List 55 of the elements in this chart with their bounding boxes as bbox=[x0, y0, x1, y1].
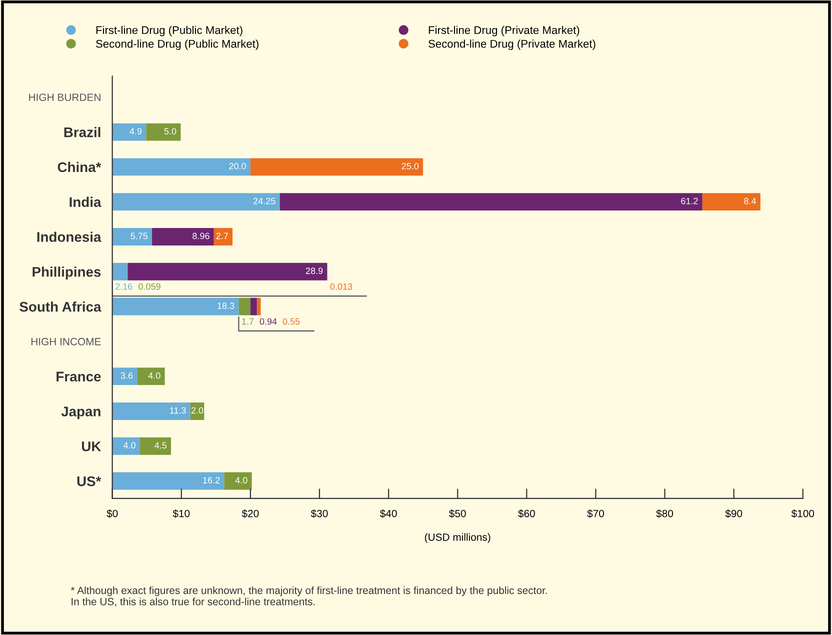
data-label: 11.3 bbox=[170, 407, 186, 414]
y-tick-label: China* bbox=[58, 162, 102, 172]
x-tick-label: $50 bbox=[449, 509, 466, 518]
x-tick-label: $90 bbox=[725, 509, 742, 518]
data-label: 4.9 bbox=[130, 128, 142, 134]
data-label: 1.7 bbox=[242, 318, 254, 325]
data-label: 8.4 bbox=[744, 198, 756, 204]
data-label: 4.0 bbox=[148, 372, 160, 379]
data-label: 2.7 bbox=[216, 232, 228, 240]
data-label: 5.75 bbox=[130, 232, 148, 240]
y-tick-label: UK bbox=[82, 442, 102, 452]
y-tick-label: Phillipines bbox=[32, 266, 101, 280]
y-tick-label: India bbox=[70, 196, 102, 208]
data-label: 4.0 bbox=[235, 477, 248, 484]
legend-label: Second-line Drug (Public Market) bbox=[96, 40, 258, 50]
data-label: 16.2 bbox=[203, 477, 220, 484]
legend-label: First-line Drug (Private Market) bbox=[428, 26, 580, 36]
data-label: 5.0 bbox=[164, 128, 176, 134]
x-tick-label: $100 bbox=[791, 509, 814, 518]
legend-label: First-line Drug (Public Market) bbox=[96, 26, 242, 36]
data-label: 4.0 bbox=[123, 442, 136, 449]
data-label: 24.25 bbox=[254, 198, 276, 204]
data-label: 0.55 bbox=[282, 318, 300, 325]
x-tick-label: $70 bbox=[587, 509, 604, 518]
y-tick-label: HIGH BURDEN bbox=[29, 94, 100, 102]
x-tick-label: $40 bbox=[380, 509, 397, 518]
y-tick-label: Brazil bbox=[64, 127, 100, 138]
x-tick-label: $10 bbox=[172, 509, 190, 518]
y-tick-label: France bbox=[56, 372, 101, 382]
data-label: 0.013 bbox=[330, 283, 352, 290]
legend-label: Second-line Drug (Private Market) bbox=[428, 40, 596, 50]
data-label: 61.2 bbox=[681, 198, 698, 204]
x-axis-title: (USD millions) bbox=[424, 533, 490, 543]
data-label: 18.3 bbox=[218, 302, 234, 309]
y-tick-label: Indonesia bbox=[37, 232, 102, 242]
x-tick-label: $20 bbox=[242, 509, 259, 518]
data-label: 20.0 bbox=[229, 162, 246, 170]
data-label: 3.6 bbox=[120, 372, 133, 379]
data-label: 8.96 bbox=[192, 232, 210, 240]
x-tick-label: $60 bbox=[518, 509, 535, 518]
data-label: 2.16 bbox=[116, 283, 132, 290]
data-label: 25.0 bbox=[402, 162, 419, 170]
y-tick-label: HIGH INCOME bbox=[31, 338, 101, 346]
x-tick-label: $80 bbox=[656, 509, 674, 518]
data-label: 0.059 bbox=[138, 283, 160, 290]
text: * Although exact figures are unknown, the majority of first-line treatment is financed by the public sector. In the US, this is also true for second-line treatments. bbox=[70, 586, 547, 607]
data-label: 2.0 bbox=[191, 407, 204, 414]
data-label: 28.9 bbox=[306, 268, 323, 274]
data-label: 0.94 bbox=[260, 318, 277, 325]
y-tick-label: South Africa bbox=[20, 302, 102, 312]
x-tick-label: $30 bbox=[310, 509, 328, 518]
y-tick-label: US* bbox=[77, 476, 102, 486]
y-tick-label: Japan bbox=[61, 406, 100, 420]
data-label: 4.5 bbox=[154, 442, 166, 449]
x-tick-label: $0 bbox=[106, 509, 118, 518]
